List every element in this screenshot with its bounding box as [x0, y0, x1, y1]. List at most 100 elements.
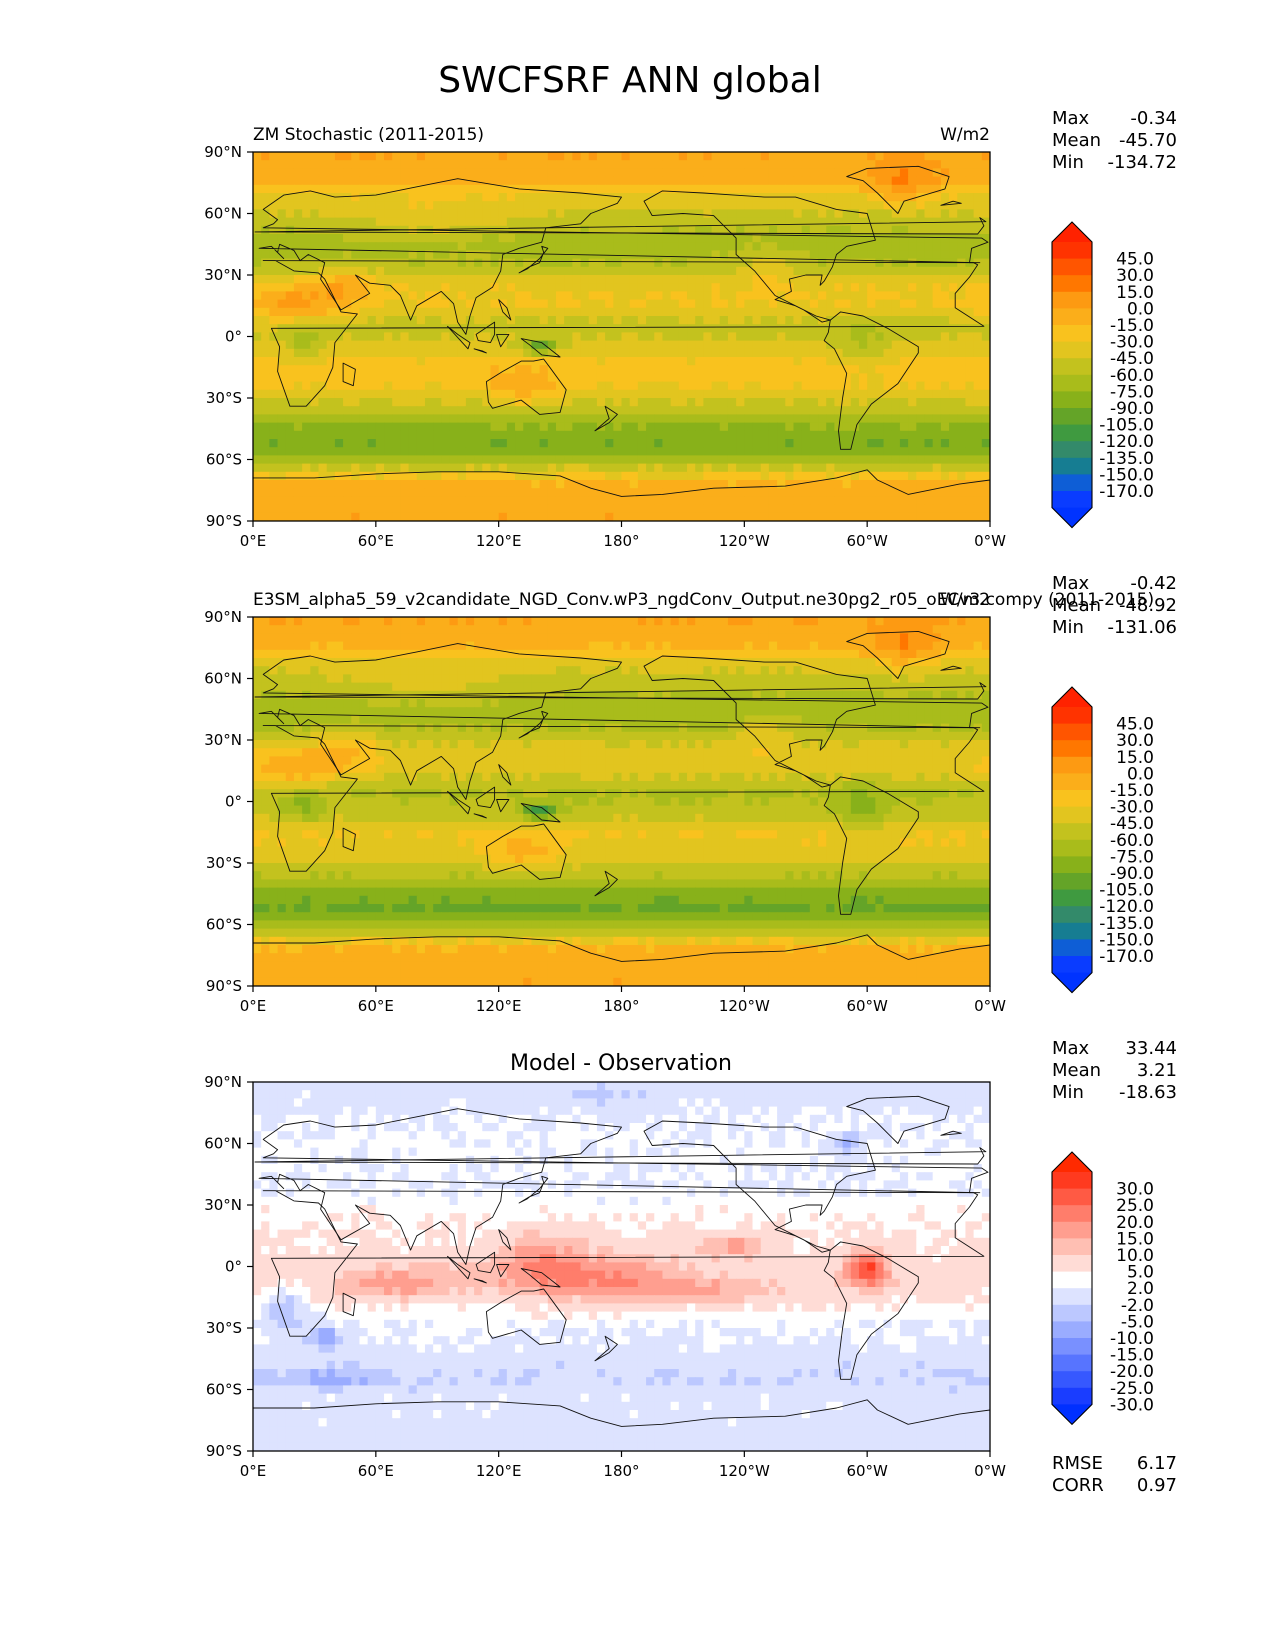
- field-cell: [703, 176, 713, 186]
- field-cell: [875, 299, 885, 309]
- field-cell: [351, 658, 361, 667]
- field-cell: [719, 633, 729, 643]
- field-cell: [932, 225, 942, 235]
- field-cell: [547, 332, 557, 342]
- field-cell: [359, 332, 369, 342]
- field-cell: [441, 488, 451, 497]
- field-cell: [457, 365, 467, 374]
- field-cell: [711, 357, 721, 366]
- field-cell: [449, 250, 459, 260]
- field-cell: [326, 234, 336, 243]
- field-cell: [744, 381, 754, 391]
- field-cell: [384, 324, 393, 333]
- field-cell: [908, 193, 917, 202]
- field-cell: [719, 348, 729, 358]
- field-cell: [449, 455, 459, 465]
- field-cell: [433, 266, 442, 276]
- field-cell: [351, 332, 361, 342]
- field-cell: [981, 666, 990, 675]
- field-cell: [646, 209, 655, 219]
- field-cell: [719, 209, 729, 219]
- field-cell: [310, 504, 320, 514]
- field-cell: [891, 666, 901, 675]
- field-cell: [695, 389, 704, 399]
- field-cell: [867, 217, 876, 227]
- field-cell: [858, 414, 868, 424]
- field-cell: [711, 439, 721, 448]
- field-cell: [736, 258, 745, 268]
- field-cell: [736, 666, 745, 675]
- field-cell: [334, 225, 344, 235]
- field-cell: [932, 316, 942, 325]
- field-cell: [261, 184, 270, 194]
- field-cell: [515, 674, 524, 684]
- field-cell: [498, 625, 508, 634]
- field-cell: [637, 242, 647, 251]
- field-cell: [351, 250, 361, 260]
- field-cell: [605, 193, 614, 202]
- field-cell: [727, 316, 737, 325]
- field-cell: [605, 488, 614, 497]
- field-cell: [269, 439, 279, 448]
- field-cell: [646, 152, 655, 161]
- field-cell: [555, 496, 565, 506]
- field-cell: [416, 406, 426, 415]
- field-cell: [531, 633, 541, 643]
- field-cell: [736, 658, 745, 667]
- field-cell: [359, 291, 369, 301]
- field-cell: [474, 496, 483, 506]
- field-cell: [506, 324, 516, 333]
- field-cell: [662, 348, 672, 358]
- field-cell: [564, 471, 573, 481]
- field-cell: [539, 617, 549, 626]
- field-cell: [867, 357, 876, 366]
- field-cell: [662, 398, 672, 407]
- field-cell: [711, 674, 721, 684]
- field-cell: [277, 266, 287, 276]
- field-cell: [269, 658, 279, 667]
- field-cell: [441, 674, 451, 684]
- field-cell: [727, 193, 737, 202]
- field-cell: [408, 250, 418, 260]
- colorbar-swatch: [1052, 291, 1092, 309]
- field-cell: [334, 455, 344, 465]
- field-cell: [695, 217, 704, 227]
- field-cell: [818, 430, 827, 440]
- field-cell: [359, 266, 369, 276]
- field-cell: [818, 209, 827, 219]
- field-cell: [981, 184, 990, 194]
- field-cell: [400, 176, 410, 186]
- field-cell: [768, 480, 778, 489]
- field-cell: [957, 496, 967, 506]
- field-cell: [646, 275, 655, 284]
- field-cell: [850, 250, 860, 260]
- field-cell: [293, 488, 303, 497]
- field-cell: [899, 340, 909, 350]
- field-cell: [777, 633, 786, 643]
- field-cell: [736, 480, 745, 489]
- field-cell: [899, 209, 909, 219]
- field-cell: [875, 348, 885, 358]
- colorbar: 45.030.015.00.0-15.0-30.0-45.0-60.0-75.0…: [1051, 221, 1154, 529]
- field-cell: [932, 283, 942, 292]
- field-cell: [588, 217, 598, 227]
- field-cell: [637, 682, 647, 692]
- field-cell: [621, 414, 631, 424]
- field-cell: [367, 209, 377, 219]
- field-cell: [965, 633, 975, 643]
- field-cell: [687, 324, 696, 333]
- field-cell: [269, 641, 279, 651]
- field-cell: [416, 275, 426, 284]
- field-cell: [924, 625, 934, 634]
- field-cell: [973, 674, 983, 684]
- field-cell: [703, 682, 713, 692]
- field-cell: [646, 160, 655, 169]
- field-cell: [981, 234, 990, 243]
- field-cell: [924, 439, 934, 448]
- field-cell: [433, 160, 442, 169]
- field-cell: [285, 365, 295, 374]
- field-cell: [465, 316, 475, 325]
- field-cell: [506, 690, 516, 700]
- field-cell: [957, 488, 967, 497]
- field-cell: [940, 152, 950, 161]
